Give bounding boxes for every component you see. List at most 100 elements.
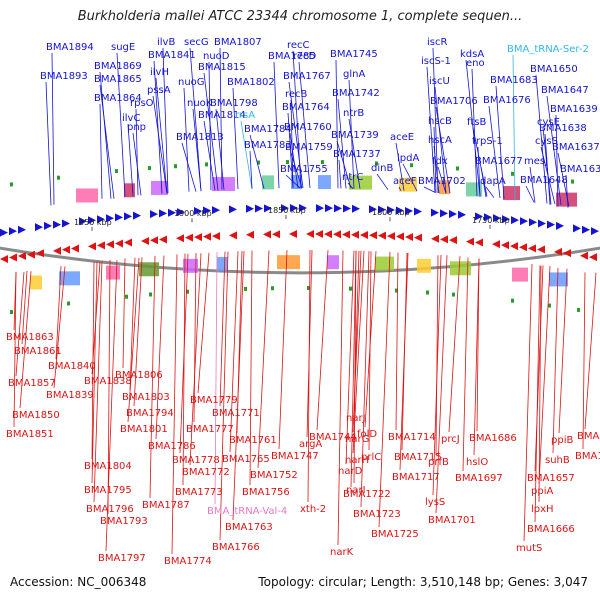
reverse-gene-arrow <box>563 249 571 258</box>
reverse-gene-label: narJ <box>346 413 366 424</box>
reverse-gene-label: BMA1715 <box>394 452 442 463</box>
forward-gene-label: hscB <box>428 116 452 127</box>
forward-gene-label: pnp <box>127 122 146 133</box>
forward-rna-mark <box>148 166 151 171</box>
forward-leader-line <box>152 95 168 194</box>
reverse-leader-line <box>345 250 355 465</box>
reverse-gene-label: BMA1850 <box>12 410 60 421</box>
forward-rna-mark <box>375 161 378 166</box>
reverse-gene-label: BMA1686 <box>469 433 517 444</box>
reverse-rna-mark <box>548 303 551 308</box>
forward-leader-line <box>433 145 440 194</box>
reverse-cog-block <box>30 275 42 290</box>
reverse-gene-label: BMA1796 <box>86 504 134 515</box>
forward-leader-line <box>240 120 253 189</box>
reverse-gene-arrow <box>97 241 105 250</box>
forward-leader-line <box>290 152 303 189</box>
reverse-leader-line <box>395 252 399 431</box>
reverse-leader-line <box>558 268 568 434</box>
forward-gene-label: glnA <box>343 69 365 80</box>
forward-leader-line <box>273 61 280 189</box>
reverse-leader-line <box>278 250 288 450</box>
forward-gene-arrow <box>458 210 466 219</box>
forward-leader-line <box>135 108 139 196</box>
forward-gene-arrow <box>538 219 546 228</box>
forward-leader-line <box>45 81 52 206</box>
reverse-gene-arrow <box>62 245 70 254</box>
forward-gene-arrow <box>264 204 272 213</box>
forward-gene-label: BMA1864 <box>94 93 142 104</box>
reverse-leader-line <box>584 272 597 430</box>
forward-gene-arrow <box>159 209 167 218</box>
forward-gene-label: hscA <box>428 135 452 146</box>
forward-gene-arrow <box>97 215 105 224</box>
reverse-gene-arrow <box>510 242 518 251</box>
forward-gene-label: BMA1893 <box>40 71 88 82</box>
reverse-gene-arrow <box>141 236 149 245</box>
forward-leader-line <box>336 140 352 189</box>
reverse-gene-label: BMA1777 <box>186 424 234 435</box>
forward-leader-line <box>183 87 190 192</box>
reverse-cog-block <box>106 265 120 280</box>
reverse-gene-arrow <box>185 233 193 242</box>
forward-gene-label: recD <box>293 51 317 62</box>
forward-gene-arrow <box>431 208 439 217</box>
reverse-leader-line <box>582 272 586 450</box>
reverse-gene-arrow <box>159 235 167 244</box>
forward-gene-arrow <box>62 219 70 228</box>
forward-cog-block <box>556 192 577 207</box>
reverse-rna-mark <box>244 286 247 291</box>
reverse-gene-label: BMA1804 <box>84 461 132 472</box>
forward-rna-mark <box>115 169 118 174</box>
reverse-gene-label: suhB <box>545 455 570 466</box>
forward-gene-arrow <box>556 221 564 230</box>
label-layer: 1950 kbp 1900 kbp 1850 kbp 1800 kbp 1750 kbp… <box>6 37 600 567</box>
forward-gene-label: BMA1798 <box>210 98 258 109</box>
reverse-rna-mark <box>67 301 70 306</box>
forward-leader-line <box>488 105 501 199</box>
forward-gene-arrow <box>484 213 492 222</box>
forward-gene-label: BMA1745 <box>330 49 378 60</box>
reverse-gene-label: prcJ <box>441 434 460 445</box>
reverse-gene-label: BMA1840 <box>48 361 96 372</box>
reverse-gene-label: BMA1793 <box>100 516 148 527</box>
forward-gene-label: BMA1737 <box>333 149 381 160</box>
reverse-gene-arrow <box>405 233 413 242</box>
forward-gene-label: BMA1648 <box>520 175 568 186</box>
reverse-cog-block <box>139 262 159 277</box>
forward-leader-line <box>203 120 216 191</box>
reverse-gene-arrow <box>18 252 26 261</box>
reverse-cog-block <box>217 256 228 271</box>
reverse-gene-arrow <box>194 233 202 242</box>
forward-gene-arrow <box>440 209 448 218</box>
reverse-gene-label: ppiA <box>531 486 553 497</box>
forward-rna-mark <box>10 182 13 187</box>
reverse-gene-arrow <box>501 241 509 250</box>
forward-cog-block <box>318 175 331 190</box>
reverse-leader-line <box>399 252 409 471</box>
reverse-gene-label: argA <box>299 439 322 450</box>
reverse-cog-block <box>450 261 471 276</box>
reverse-leader-line <box>129 257 136 391</box>
forward-gene-arrow <box>343 204 351 213</box>
forward-gene-arrow <box>53 220 61 229</box>
reverse-gene-arrow <box>342 230 350 239</box>
reverse-gene-arrow <box>537 245 545 254</box>
forward-gene-label: nuoK <box>187 98 213 109</box>
forward-leader-line <box>426 66 436 193</box>
forward-gene-label: BMA1807 <box>214 37 262 48</box>
reverse-gene-arrow <box>27 250 35 259</box>
reverse-leader-line <box>523 263 533 542</box>
reverse-gene-arrow <box>315 230 323 239</box>
forward-gene-label: mesJ <box>524 156 548 167</box>
forward-gene-label: dapA <box>480 176 506 187</box>
forward-gene-arrow <box>369 205 377 214</box>
reverse-leader-line <box>193 252 197 423</box>
reverse-leader-line <box>432 254 442 496</box>
reverse-gene-label: BMA1657 <box>527 473 575 484</box>
reverse-leader-line <box>13 272 17 428</box>
forward-leader-line <box>535 74 548 204</box>
reverse-cog-block <box>375 256 394 271</box>
reverse-gene-label: narI <box>346 485 366 496</box>
